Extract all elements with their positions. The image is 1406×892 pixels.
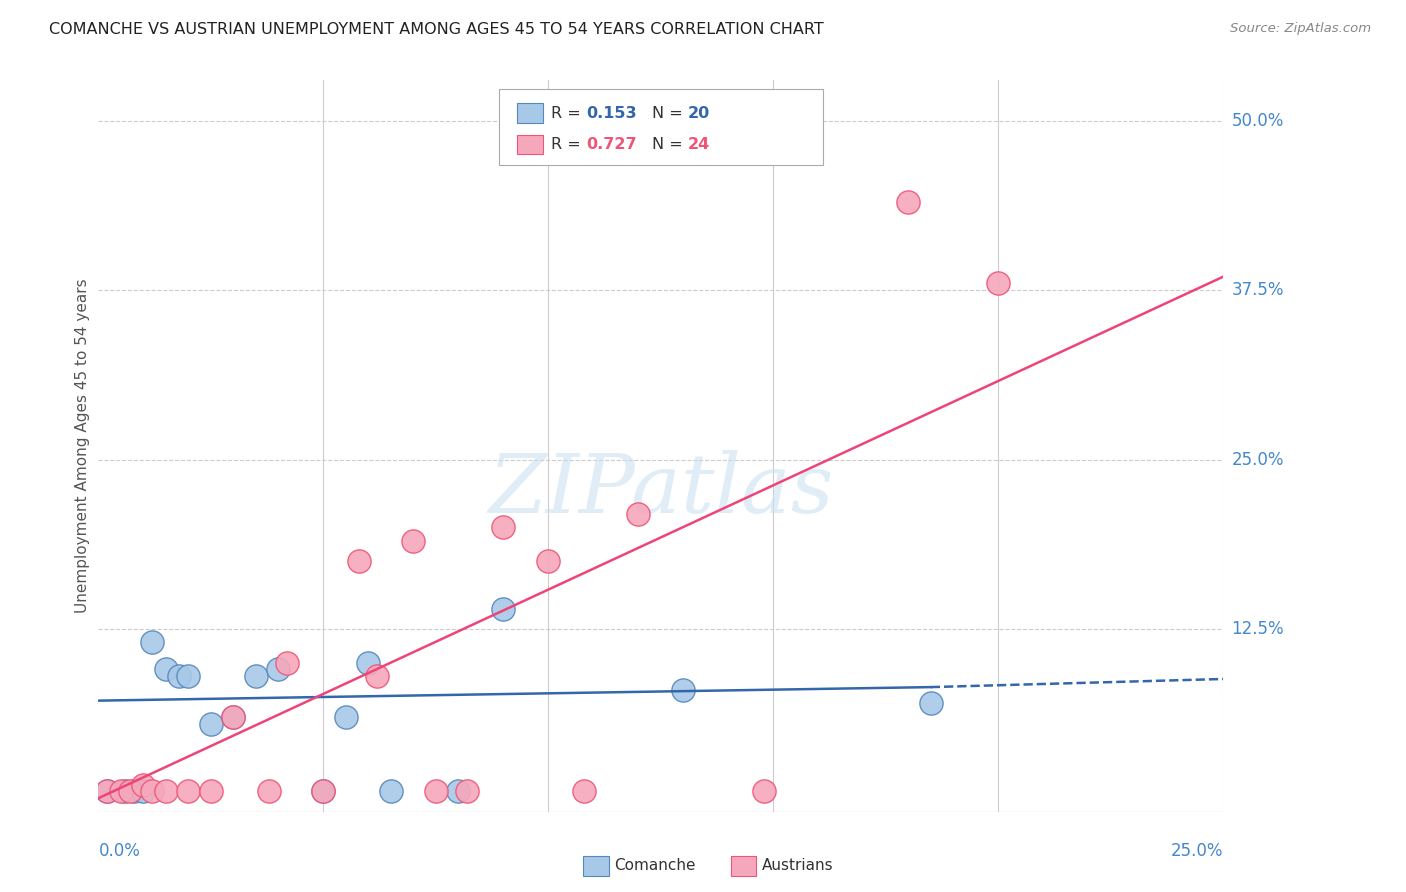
- Point: [118, 784, 141, 798]
- Point: [132, 784, 155, 798]
- Text: 0.153: 0.153: [586, 106, 637, 120]
- Point: [141, 635, 163, 649]
- Point: [96, 784, 118, 798]
- Point: [200, 784, 222, 798]
- Point: [402, 533, 425, 548]
- Point: [447, 784, 470, 798]
- Point: [132, 778, 155, 792]
- Point: [222, 710, 245, 724]
- Text: Source: ZipAtlas.com: Source: ZipAtlas.com: [1230, 22, 1371, 36]
- Text: 12.5%: 12.5%: [1232, 620, 1284, 638]
- Point: [114, 784, 136, 798]
- Text: 25.0%: 25.0%: [1171, 841, 1223, 860]
- Point: [312, 784, 335, 798]
- Point: [124, 784, 146, 798]
- Point: [276, 656, 298, 670]
- Point: [259, 784, 281, 798]
- Text: 24: 24: [688, 137, 710, 152]
- Point: [169, 669, 191, 683]
- Point: [897, 195, 920, 210]
- Point: [357, 656, 380, 670]
- Point: [672, 682, 695, 697]
- Point: [987, 277, 1010, 291]
- Point: [110, 784, 132, 798]
- Point: [920, 697, 942, 711]
- Point: [425, 784, 447, 798]
- Text: 37.5%: 37.5%: [1232, 281, 1284, 299]
- Text: 25.0%: 25.0%: [1232, 450, 1284, 468]
- Point: [312, 784, 335, 798]
- Point: [177, 669, 200, 683]
- Text: ZIPatlas: ZIPatlas: [488, 450, 834, 530]
- Point: [267, 663, 290, 677]
- Y-axis label: Unemployment Among Ages 45 to 54 years: Unemployment Among Ages 45 to 54 years: [75, 278, 90, 614]
- Point: [492, 601, 515, 615]
- Text: 0.727: 0.727: [586, 137, 637, 152]
- Point: [177, 784, 200, 798]
- Point: [155, 663, 177, 677]
- Text: COMANCHE VS AUSTRIAN UNEMPLOYMENT AMONG AGES 45 TO 54 YEARS CORRELATION CHART: COMANCHE VS AUSTRIAN UNEMPLOYMENT AMONG …: [49, 22, 824, 37]
- Text: Austrians: Austrians: [762, 858, 834, 872]
- Text: N =: N =: [652, 137, 689, 152]
- Point: [574, 784, 596, 798]
- Point: [349, 554, 371, 568]
- Point: [200, 716, 222, 731]
- Point: [380, 784, 402, 798]
- Point: [335, 710, 357, 724]
- Text: R =: R =: [551, 137, 586, 152]
- Point: [456, 784, 478, 798]
- Point: [754, 784, 776, 798]
- Text: N =: N =: [652, 106, 689, 120]
- Point: [222, 710, 245, 724]
- Point: [492, 520, 515, 534]
- Point: [537, 554, 560, 568]
- Text: R =: R =: [551, 106, 586, 120]
- Text: Comanche: Comanche: [614, 858, 696, 872]
- Point: [141, 784, 163, 798]
- Point: [155, 784, 177, 798]
- Point: [366, 669, 388, 683]
- Point: [96, 784, 118, 798]
- Text: 50.0%: 50.0%: [1232, 112, 1284, 130]
- Text: 20: 20: [688, 106, 710, 120]
- Text: 0.0%: 0.0%: [98, 841, 141, 860]
- Point: [627, 507, 650, 521]
- Point: [245, 669, 267, 683]
